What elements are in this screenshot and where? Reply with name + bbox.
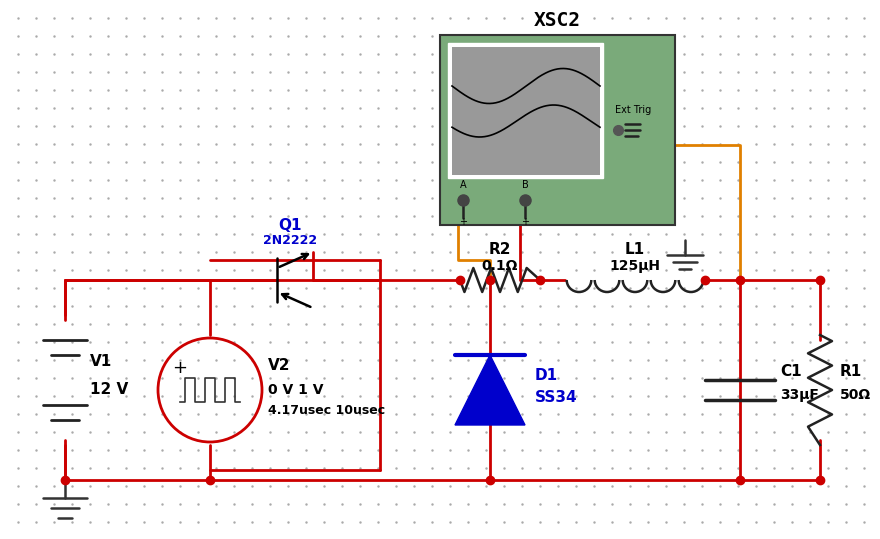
Text: V1: V1 (90, 355, 113, 370)
Text: SS34: SS34 (535, 390, 577, 405)
Text: L1: L1 (625, 243, 645, 258)
Text: +: + (521, 217, 529, 227)
Text: XSC2: XSC2 (534, 10, 581, 30)
Text: 2N2222: 2N2222 (263, 233, 317, 246)
Text: B: B (522, 180, 528, 190)
Text: R1: R1 (840, 364, 862, 379)
Text: 0 V 1 V: 0 V 1 V (268, 383, 324, 397)
Text: 50Ω: 50Ω (840, 388, 871, 402)
Text: Q1: Q1 (278, 218, 302, 232)
Text: 4.17usec 10usec: 4.17usec 10usec (268, 404, 385, 417)
Text: C1: C1 (780, 364, 802, 379)
Text: D1: D1 (535, 368, 558, 383)
Bar (452, 47, 600, 175)
Text: +: + (172, 359, 187, 377)
Bar (440, 35, 675, 225)
Text: 33μF: 33μF (780, 388, 819, 402)
Text: 125μH: 125μH (610, 259, 661, 273)
Text: Ext Trig: Ext Trig (615, 105, 651, 115)
Text: +: + (459, 217, 467, 227)
Text: R2: R2 (488, 243, 511, 258)
Text: 12 V: 12 V (90, 383, 128, 397)
Bar (448, 43, 603, 178)
Text: 0.1Ω: 0.1Ω (482, 259, 518, 273)
Polygon shape (455, 355, 525, 425)
Text: A: A (459, 180, 466, 190)
Text: V2: V2 (268, 357, 290, 372)
